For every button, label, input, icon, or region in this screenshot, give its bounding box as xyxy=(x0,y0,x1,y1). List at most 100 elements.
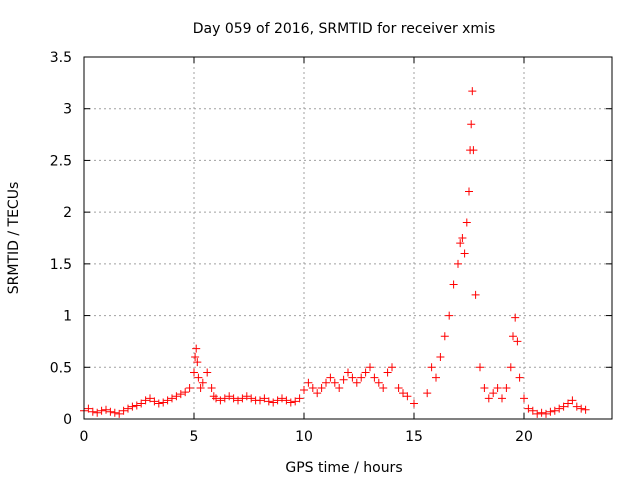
data-point xyxy=(106,407,115,416)
data-point xyxy=(168,394,176,403)
data-point xyxy=(339,375,348,384)
data-point xyxy=(172,392,181,401)
data-point xyxy=(264,397,273,406)
data-point xyxy=(394,383,403,392)
data-point xyxy=(150,397,159,406)
data-point xyxy=(269,398,278,407)
data-point xyxy=(193,358,202,367)
data-point xyxy=(564,399,572,408)
data-point xyxy=(110,408,119,417)
data-point xyxy=(498,394,506,403)
data-point xyxy=(489,389,498,398)
data-point xyxy=(410,399,418,408)
data-point xyxy=(506,363,515,372)
data-point xyxy=(132,401,141,410)
data-point xyxy=(533,409,542,418)
chart-title: Day 059 of 2016, SRMTID for receiver xmi… xyxy=(193,21,496,37)
x-tick-label: 5 xyxy=(190,429,199,445)
data-point xyxy=(524,404,533,413)
data-point xyxy=(445,311,454,320)
grid xyxy=(84,57,612,419)
data-point xyxy=(242,392,251,401)
data-point xyxy=(399,389,407,398)
data-point xyxy=(238,394,247,403)
data-point xyxy=(225,392,234,401)
data-point xyxy=(537,408,546,417)
y-tick-label: 2.5 xyxy=(50,153,72,169)
data-point xyxy=(379,383,388,392)
y-tick-label: 0.5 xyxy=(50,360,72,376)
data-point xyxy=(423,389,432,398)
data-point xyxy=(191,352,200,361)
x-axis-label: GPS time / hours xyxy=(285,460,402,476)
data-point xyxy=(115,409,124,418)
y-tick-label: 0 xyxy=(63,412,72,428)
data-point xyxy=(374,378,383,387)
data-point xyxy=(300,386,308,395)
data-point xyxy=(493,383,502,392)
data-point xyxy=(97,406,106,415)
data-point xyxy=(546,407,555,416)
data-point xyxy=(209,392,218,401)
data-point xyxy=(465,187,473,196)
data-point xyxy=(513,337,522,346)
y-tick-label: 1 xyxy=(63,309,72,325)
data-point xyxy=(335,383,344,392)
data-point xyxy=(326,373,335,382)
data-point xyxy=(216,396,225,405)
data-point xyxy=(247,394,256,403)
x-tick-label: 15 xyxy=(405,429,423,445)
data-point xyxy=(480,383,489,392)
data-point xyxy=(468,87,477,96)
data-point xyxy=(196,383,205,392)
data-point xyxy=(141,396,150,405)
data-point xyxy=(366,363,374,372)
data-point xyxy=(260,394,269,403)
data-point xyxy=(509,332,517,341)
data-point xyxy=(581,405,590,414)
data-point xyxy=(229,394,238,403)
y-tick-label: 1.5 xyxy=(50,257,72,273)
data-point xyxy=(185,383,194,392)
data-point xyxy=(207,383,216,392)
data-point xyxy=(476,363,484,372)
data-point xyxy=(511,313,520,322)
data-point xyxy=(286,398,295,407)
data-point xyxy=(361,368,370,377)
data-point xyxy=(502,383,511,392)
data-point xyxy=(528,406,537,415)
data-point xyxy=(181,388,190,397)
data-point xyxy=(234,396,242,405)
data-point xyxy=(456,239,465,248)
data-point xyxy=(190,368,198,377)
y-tick-label: 2 xyxy=(63,205,72,221)
data-point xyxy=(220,394,229,403)
y-axis-label: SRMTID / TECUs xyxy=(6,182,22,295)
data-point xyxy=(357,373,366,382)
data-point xyxy=(278,394,286,403)
data-point xyxy=(137,399,146,408)
x-tick-label: 10 xyxy=(295,429,313,445)
data-point xyxy=(308,383,317,392)
data-point xyxy=(88,407,97,416)
data-point xyxy=(273,396,282,405)
data-point xyxy=(313,389,322,398)
data-point xyxy=(119,406,128,415)
data-point xyxy=(577,404,586,413)
data-point xyxy=(542,409,550,418)
x-tick-label: 20 xyxy=(515,429,533,445)
data-point xyxy=(102,405,110,414)
data-point xyxy=(291,397,300,406)
data-point xyxy=(146,394,154,403)
data-point xyxy=(317,383,326,392)
data-point xyxy=(212,394,220,403)
data-point xyxy=(572,402,581,411)
data-point xyxy=(454,259,462,268)
y-tick-label: 3.5 xyxy=(50,50,72,66)
data-point xyxy=(403,392,412,401)
data-point xyxy=(203,368,212,377)
data-point xyxy=(330,378,339,387)
plot-frame xyxy=(83,56,613,420)
data-point xyxy=(440,332,449,341)
